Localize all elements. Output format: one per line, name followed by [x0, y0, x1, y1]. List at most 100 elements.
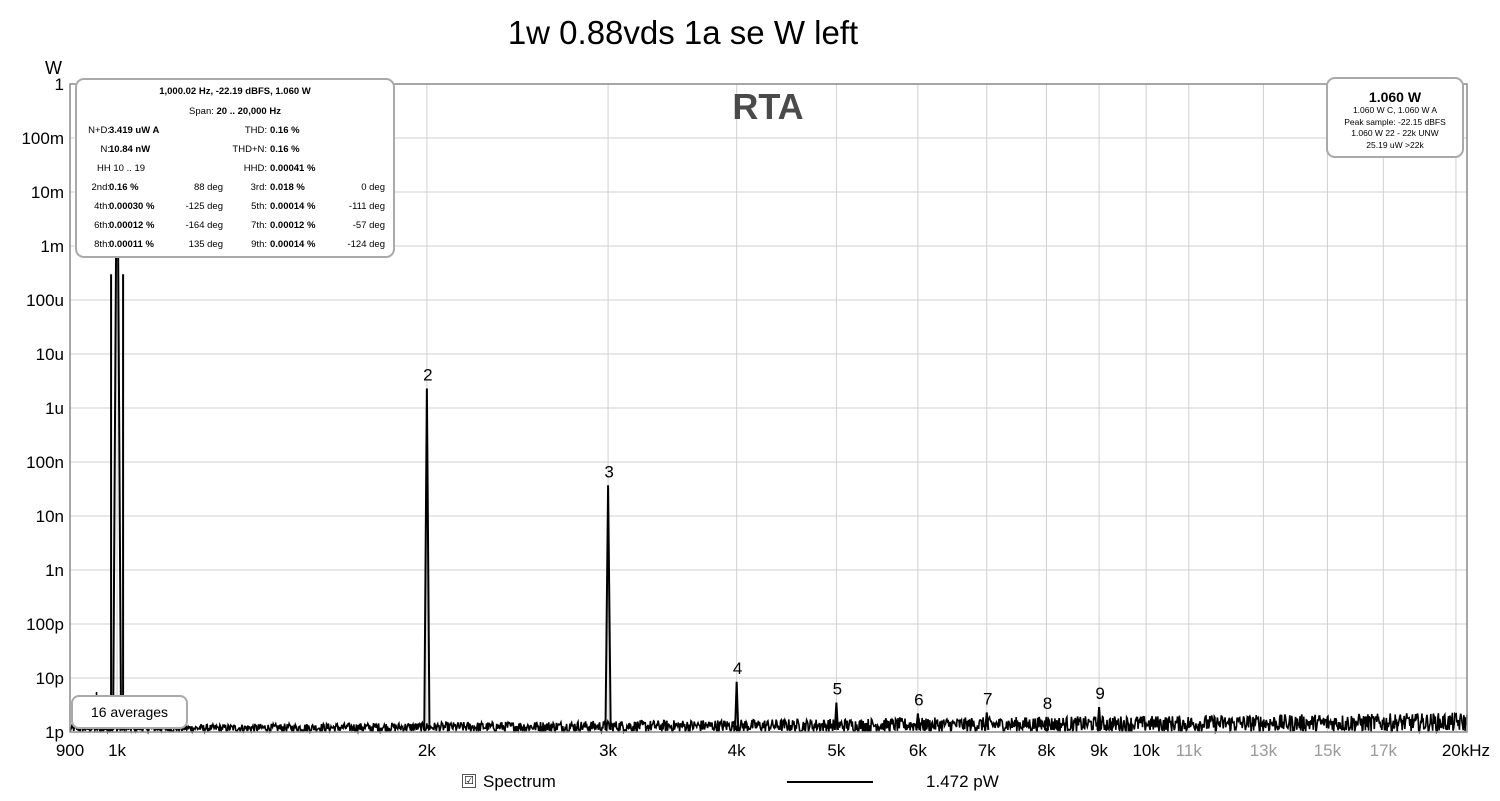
- thdn-label: THD+N:: [232, 144, 267, 155]
- harmonic-phase: -57 deg: [352, 220, 385, 231]
- x-tick-label: 10k: [1132, 741, 1160, 760]
- harmonic-peak: [1096, 706, 1102, 731]
- harmonic-label: 7th:: [251, 220, 267, 231]
- noise-label: N:: [100, 144, 111, 155]
- x-tick-label: 8k: [1037, 741, 1055, 760]
- harmonic-value: 0.018 %: [270, 182, 305, 193]
- harmonic-phase: -124 deg: [347, 239, 385, 250]
- fundamental-header: 1,000.02 Hz, -22.19 dBFS, 1.060 W: [159, 86, 311, 97]
- y-tick-label: 1n: [45, 561, 64, 580]
- y-tick-label: 100m: [21, 129, 64, 148]
- y-tick-label: 10n: [36, 507, 64, 526]
- harmonic-value: 0.00014 %: [270, 201, 316, 212]
- harmonic-peak: [984, 712, 990, 731]
- rta-watermark: RTA: [732, 86, 803, 127]
- legend: ☑ Spectrum 1.472 pW: [0, 770, 1500, 796]
- x-tick-label: 9k: [1090, 741, 1108, 760]
- plot-frame: [69, 83, 1468, 733]
- harmonic-peak: [833, 702, 839, 731]
- level-unweighted: 1.060 W 22 - 22k UNW: [1351, 128, 1439, 138]
- hhd-value: 0.00041 %: [270, 163, 316, 174]
- y-unit-label: W: [45, 58, 62, 78]
- harmonic-number-label: 7: [983, 689, 992, 708]
- harmonic-label: 4th:: [94, 201, 110, 212]
- nd-value: 3.419 uW A: [109, 125, 160, 136]
- x-tick-label: 1k: [108, 741, 126, 760]
- legend-series-name: Spectrum: [483, 772, 556, 791]
- span-value: 20 .. 20,000 Hz: [216, 106, 281, 117]
- harmonic-label: 8th:: [94, 239, 110, 250]
- x-tick-label: 3k: [599, 741, 617, 760]
- harmonic-phase: 88 deg: [193, 182, 223, 193]
- harmonic-number-label: 9: [1095, 684, 1104, 703]
- x-tick-label: 20kHz: [1442, 741, 1490, 760]
- harmonic-number-label: 8: [1043, 694, 1052, 713]
- harmonic-number-label: 3: [604, 462, 613, 481]
- harmonic-phase: -111 deg: [348, 201, 385, 212]
- harmonic-label: 6th:: [94, 220, 110, 231]
- harmonic-value: 0.16 %: [109, 182, 139, 193]
- harmonic-number-label: 2: [423, 365, 432, 384]
- legend-line-swatch: [787, 781, 873, 783]
- x-tick-label: 2k: [418, 741, 436, 760]
- span-label: Span:: [189, 106, 214, 117]
- level-main: 1.060 W: [1368, 89, 1422, 105]
- y-tick-label: 10m: [31, 183, 64, 202]
- harmonic-value: 0.00011 %: [109, 239, 154, 250]
- y-tick-label: 10u: [36, 345, 64, 364]
- harmonic-peak: [915, 713, 921, 731]
- harmonic-value: 0.00014 %: [270, 239, 316, 250]
- thd-value: 0.16 %: [270, 125, 300, 136]
- harmonic-value: 0.00012 %: [109, 220, 155, 231]
- harmonic-labels: 2 3 4 5 6 7 8 9: [423, 365, 1105, 712]
- x-tick-label: 6k: [909, 741, 927, 760]
- harmonic-peak: [604, 485, 612, 731]
- noise-floor-trace: [69, 711, 1468, 735]
- harmonic-label: 9th:: [251, 239, 267, 250]
- harmonic-phase: 135 deg: [188, 239, 223, 250]
- harmonic-number-label: 4: [733, 659, 742, 678]
- y-tick-label: 100p: [26, 615, 64, 634]
- y-tick-label: 100n: [26, 453, 64, 472]
- averages-badge[interactable]: 16 averages: [71, 695, 188, 729]
- thdn-value: 0.16 %: [270, 144, 300, 155]
- harmonic-peak: [423, 388, 431, 731]
- harmonic-peak: [1043, 716, 1050, 731]
- harmonic-phase: 0 deg: [361, 182, 385, 193]
- harmonic-label: 5th:: [251, 201, 267, 212]
- axes: 1 100m 10m 1m 100u 10u 1u 100n 10n 1n 100p 10p 1p900…: [21, 75, 1490, 760]
- x-tick-label: 11k: [1176, 741, 1203, 760]
- x-tick-label: 13k: [1250, 741, 1278, 760]
- distortion-panel[interactable]: 1,000.02 Hz, -22.19 dBFS, 1.060 W Span: …: [75, 78, 395, 258]
- noise-value: 10.84 nW: [109, 144, 151, 155]
- hhd-label: HHD:: [243, 163, 267, 174]
- level-peak-sample: Peak sample: -22.15 dBFS: [1344, 116, 1446, 127]
- harmonic-value: 0.00012 %: [270, 220, 316, 231]
- level-above-22k: 25.19 uW >22k: [1366, 139, 1424, 150]
- x-tick-label: 15k: [1314, 741, 1342, 760]
- x-tick-label: 5k: [827, 741, 845, 760]
- x-tick-label: 7k: [978, 741, 996, 760]
- y-tick-label: 1u: [45, 399, 64, 418]
- y-tick-label: 100u: [26, 291, 64, 310]
- y-tick-label: 1: [55, 75, 64, 94]
- harmonic-number-label: 6: [914, 691, 923, 710]
- level-panel[interactable]: 1.060 W 1.060 W C, 1.060 W A Peak sample…: [1326, 77, 1464, 158]
- harmonic-phase: -125 deg: [185, 201, 223, 212]
- spectrum-checkbox[interactable]: ☑: [462, 774, 476, 788]
- level-weighted: 1.060 W C, 1.060 W A: [1352, 105, 1438, 115]
- harmonic-label: 2nd:: [91, 182, 111, 193]
- harmonic-value: 0.00030 %: [109, 201, 155, 212]
- harmonic-label: 3rd:: [250, 182, 267, 193]
- x-tick-label: 900: [56, 741, 84, 760]
- y-tick-label: 1m: [40, 237, 64, 256]
- x-tick-label: 17k: [1370, 741, 1398, 760]
- harmonic-phase: -164 deg: [185, 220, 223, 231]
- nd-label: N+D:: [88, 125, 110, 136]
- x-tick-label: 4k: [728, 741, 746, 760]
- hh-range-label: HH 10 .. 19: [97, 163, 146, 174]
- cursor-value: 1.472 pW: [926, 772, 999, 791]
- harmonic-number-label: 5: [833, 680, 842, 699]
- y-tick-label: 10p: [36, 669, 64, 688]
